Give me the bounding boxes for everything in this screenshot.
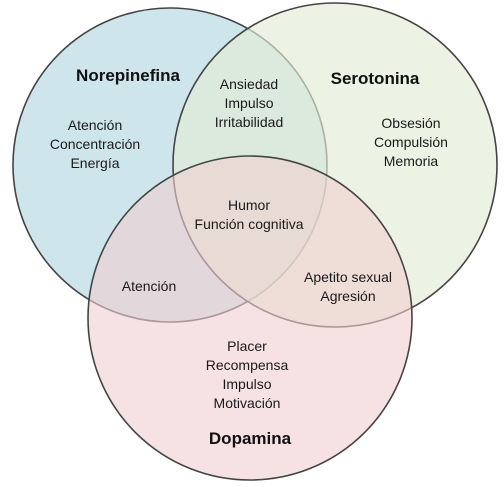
norepinefina-item-1: Atención xyxy=(67,117,123,133)
center-item-2: Función cognitiva xyxy=(194,216,304,232)
dopamina-item-3: Impulso xyxy=(222,376,272,392)
norepinefina-item-2: Concentración xyxy=(49,136,141,152)
dopamina-items: Placer Recompensa Impulso Motivación xyxy=(206,337,289,413)
norepinefina-item-3: Energía xyxy=(70,155,120,171)
dopamina-item-4: Motivación xyxy=(213,395,281,411)
dopamina-item-1: Placer xyxy=(227,338,267,354)
norepinefina-dopamina-items: Atención xyxy=(122,277,176,296)
serotonina-item-2: Compulsión xyxy=(374,134,448,150)
ne-se-item-1: Ansiedad xyxy=(219,76,279,92)
dopamina-title: Dopamina xyxy=(208,429,292,448)
serotonina-title: Serotonina xyxy=(330,69,420,88)
se-da-item-1: Apetito sexual xyxy=(304,269,392,285)
se-da-item-2: Agresión xyxy=(320,288,376,304)
norepinefina-serotonina-items: Ansiedad Impulso Irritabilidad xyxy=(215,75,283,132)
dopamina-circle xyxy=(87,155,413,481)
serotonina-item-1: Obsesión xyxy=(381,115,441,131)
serotonina-dopamina-items: Apetito sexual Agresión xyxy=(304,268,392,306)
ne-se-item-3: Irritabilidad xyxy=(214,114,284,130)
dopamina-item-2: Recompensa xyxy=(205,357,289,373)
center-items: Humor Función cognitiva xyxy=(195,196,304,234)
serotonina-item-3: Memoria xyxy=(383,153,439,169)
ne-se-item-2: Impulso xyxy=(224,95,274,111)
ne-da-item-1: Atención xyxy=(121,278,177,294)
norepinefina-items: Atención Concentración Energía xyxy=(50,116,140,173)
center-item-1: Humor xyxy=(227,197,271,213)
norepinefina-title: Norepinefina xyxy=(76,66,180,85)
serotonina-items: Obsesión Compulsión Memoria xyxy=(374,114,448,171)
